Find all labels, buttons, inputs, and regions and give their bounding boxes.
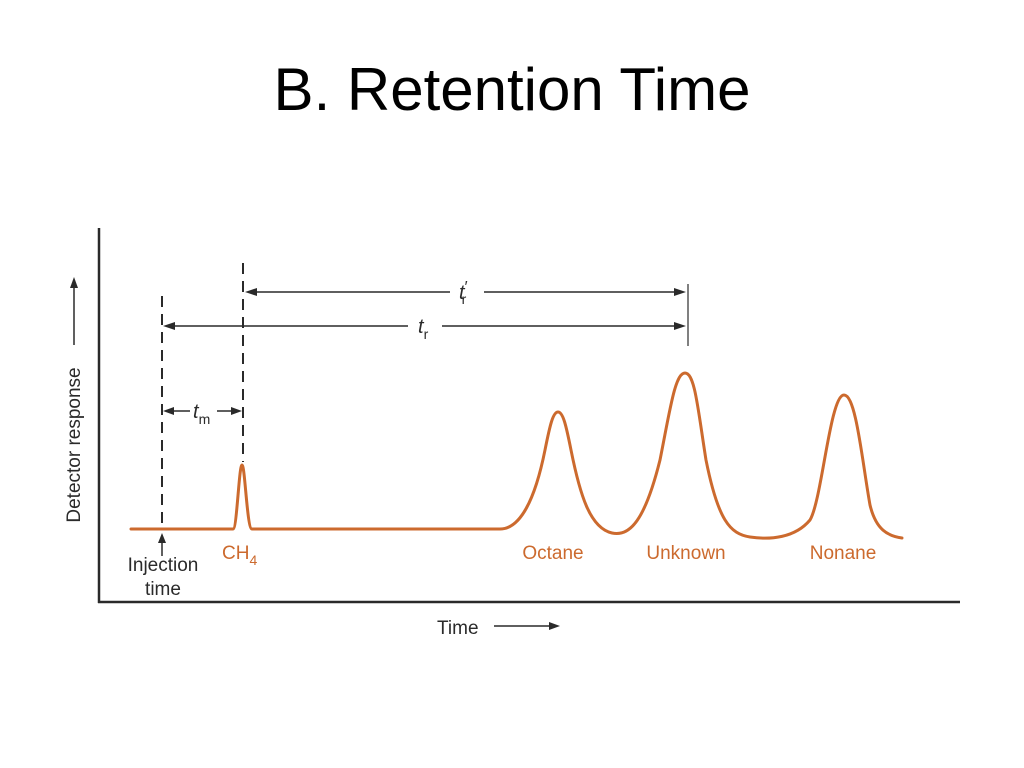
peak-label-ch4-sub: 4: [249, 552, 257, 568]
t-r-prime-sup: ′: [465, 279, 468, 296]
peak-label-octane: Octane: [522, 543, 583, 564]
t-r-arrowhead-right: [674, 322, 686, 330]
x-axis-arrowhead: [549, 622, 560, 630]
t-r-symbol: t: [418, 316, 425, 338]
t-m-arrowhead-right: [231, 407, 242, 415]
y-axis-arrowhead: [70, 277, 78, 288]
t-r-prime-sub: r: [462, 291, 467, 307]
t-m-symbol: t: [193, 401, 200, 423]
injection-arrowhead: [158, 533, 166, 543]
t-m-sub: m: [199, 411, 211, 427]
peak-label-nonane: Nonane: [810, 543, 877, 564]
t-m-arrowhead-left: [163, 407, 174, 415]
t-m-label: tm: [193, 401, 210, 427]
peak-label-ch4-main: CH: [222, 543, 249, 564]
y-axis-label: Detector response: [64, 367, 85, 522]
injection-label-line2: time: [145, 579, 181, 600]
t-r-sub: r: [424, 326, 429, 342]
t-r-prime-arrowhead-left: [245, 288, 257, 296]
peak-label-unknown: Unknown: [646, 543, 725, 564]
t-r-prime-label: t′ r: [459, 279, 468, 307]
slide-title: B. Retention Time: [273, 56, 751, 123]
t-r-arrowhead-left: [163, 322, 175, 330]
t-r-label: tr: [418, 316, 429, 342]
injection-label-line1: Injection: [128, 555, 199, 576]
t-r-prime-symbol: t: [459, 282, 466, 304]
x-axis-label: Time: [437, 618, 479, 639]
t-r-prime-arrowhead-right: [674, 288, 686, 296]
chromatogram-trace: [129, 371, 904, 540]
peak-label-ch4: CH4: [222, 543, 257, 568]
